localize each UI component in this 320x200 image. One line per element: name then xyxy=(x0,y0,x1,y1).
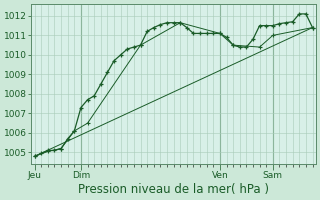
X-axis label: Pression niveau de la mer( hPa ): Pression niveau de la mer( hPa ) xyxy=(78,183,269,196)
